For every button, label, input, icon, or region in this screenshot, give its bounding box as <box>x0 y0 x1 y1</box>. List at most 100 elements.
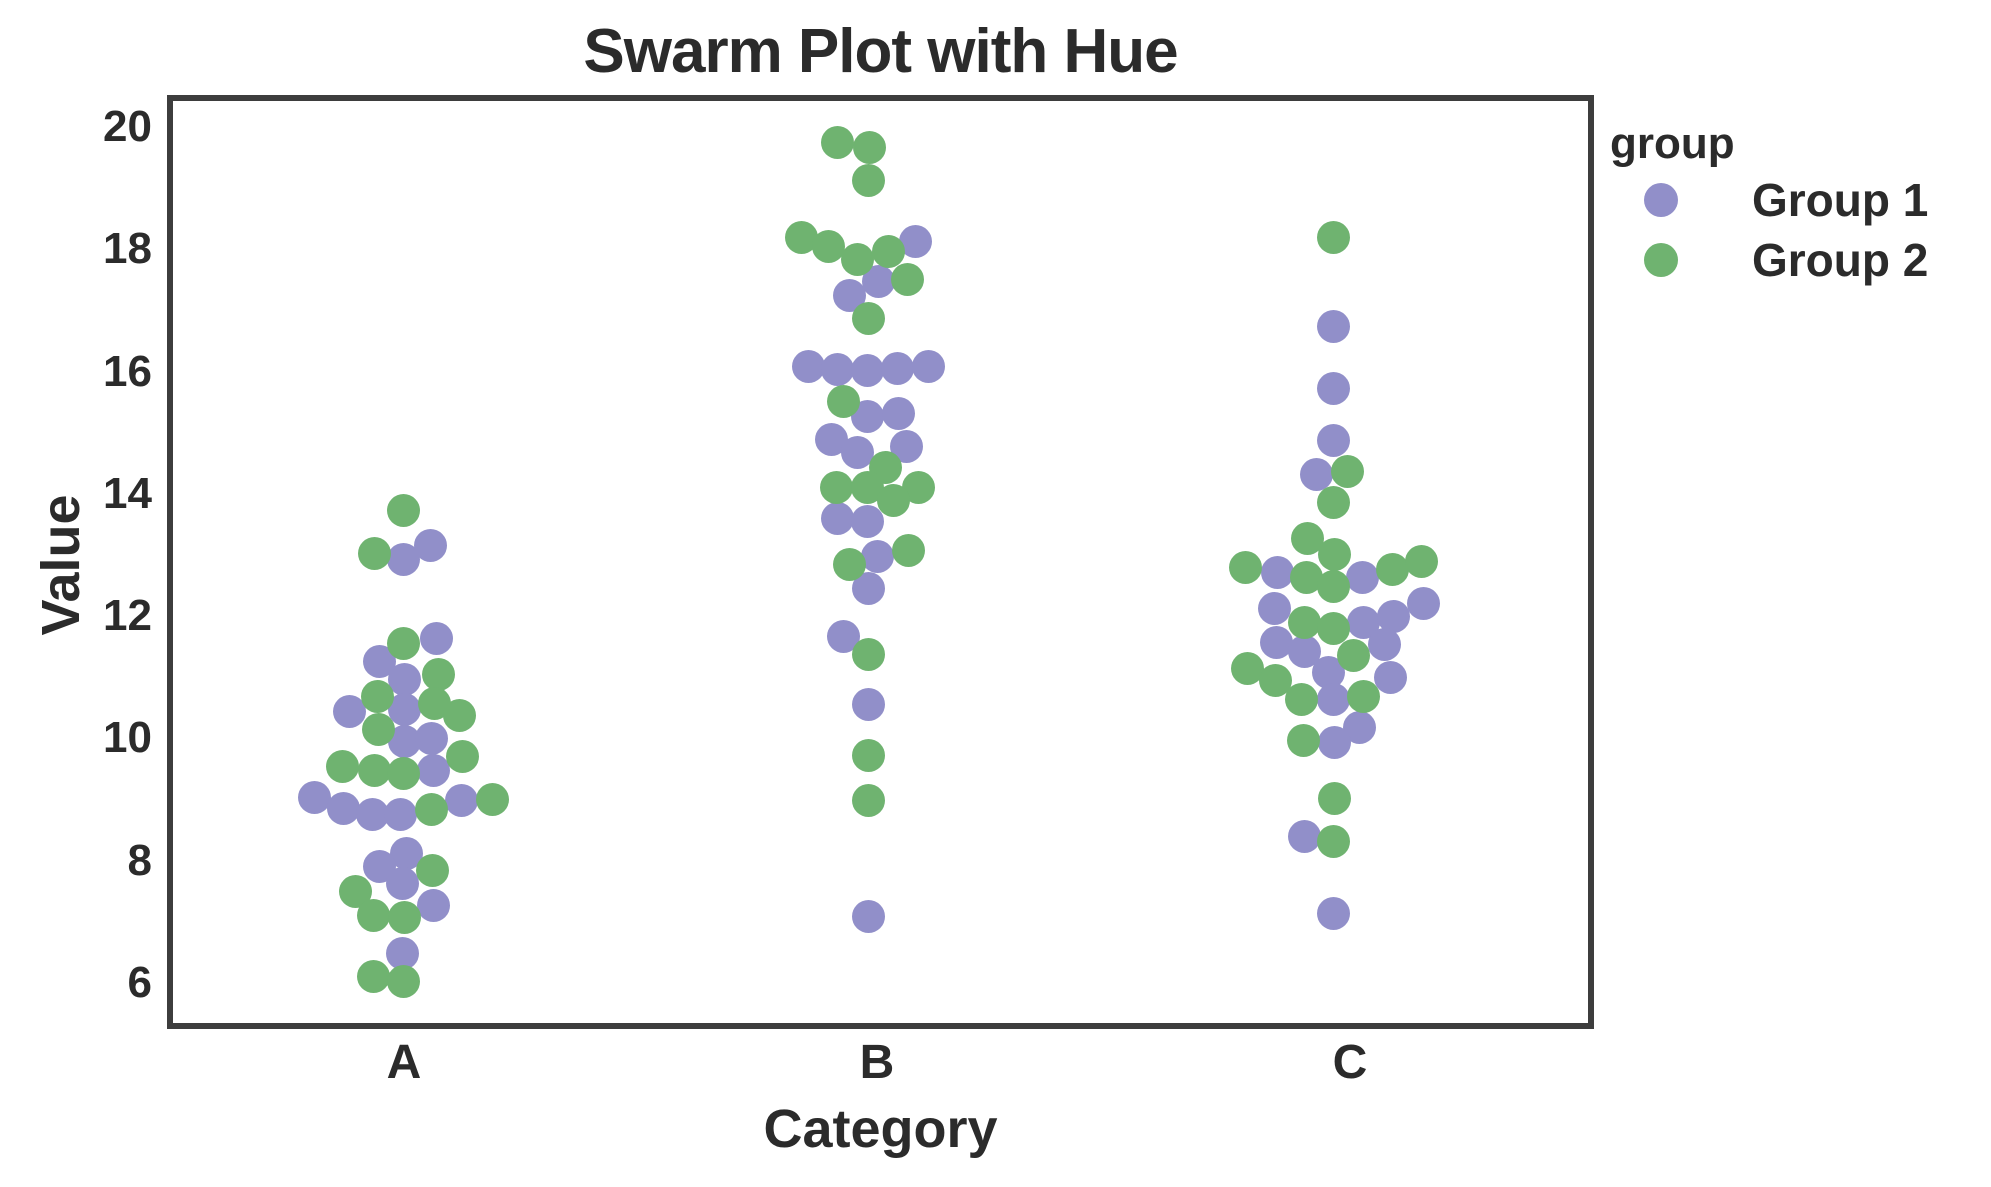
swarm-dot <box>850 353 884 387</box>
legend-title: group <box>1610 119 1735 168</box>
swarm-dot <box>1316 221 1350 255</box>
swarm-dot <box>386 756 420 790</box>
swarm-dot <box>891 533 925 567</box>
swarm-dot <box>852 131 886 165</box>
swarm-dot <box>360 680 394 714</box>
swarm-dot <box>880 352 914 385</box>
legend-swatch-icon <box>1644 183 1678 217</box>
swarm-dot <box>851 301 885 335</box>
swarm-dot <box>819 470 853 504</box>
swarm-dot <box>385 866 419 900</box>
swarm-dot <box>1330 455 1364 489</box>
swarm-dot <box>860 540 894 574</box>
swarm-dot <box>387 901 421 935</box>
swarm-dot <box>791 350 825 384</box>
swarm-dot <box>421 657 455 691</box>
y-tick-label: 18 <box>103 224 152 274</box>
swarm-dot <box>851 688 885 722</box>
swarm-dot <box>851 783 885 817</box>
swarm-dot <box>1257 591 1291 625</box>
swarm-dot <box>881 397 915 431</box>
swarm-dot <box>386 626 420 660</box>
legend-label: Group 2 <box>1752 234 1929 286</box>
swarm-dot <box>357 536 391 570</box>
swarm-dot <box>1316 485 1350 519</box>
swarm-dot <box>1228 551 1262 585</box>
swarm-dot <box>851 900 885 934</box>
swarm-dot <box>361 713 395 747</box>
swarm-dot <box>1406 586 1440 620</box>
swarm-dot <box>325 750 359 784</box>
y-tick-label: 6 <box>127 958 152 1007</box>
swarm-dot <box>851 739 885 773</box>
chart-title: Swarm Plot with Hue <box>583 17 1178 86</box>
swarm-dot <box>475 783 509 817</box>
x-tick-label: C <box>1332 1036 1368 1089</box>
swarm-dot <box>383 797 417 831</box>
swarm-dot <box>332 695 366 729</box>
swarm-dot <box>1317 781 1351 815</box>
swarm-dot <box>1376 599 1410 633</box>
x-tick-label: A <box>386 1036 422 1089</box>
swarm-dot <box>297 781 331 815</box>
swarm-dot <box>1404 544 1438 578</box>
swarm-dot <box>442 698 476 732</box>
swarm-dot <box>1317 726 1351 760</box>
swarm-dot <box>1259 625 1293 659</box>
legend-item: Group 1 <box>1610 170 1991 230</box>
swarm-dot <box>820 502 854 536</box>
swarm-dot <box>1260 556 1294 590</box>
swarm-dot <box>1373 660 1407 694</box>
swarm-dot <box>1230 652 1264 686</box>
legend-swatch-icon <box>1644 243 1678 277</box>
legend-item: Group 2 <box>1610 230 1991 290</box>
swarm-dot <box>851 164 885 198</box>
swarm-dot <box>416 889 450 923</box>
x-axis-label: Category <box>763 1099 998 1159</box>
y-tick-label: 12 <box>103 591 152 641</box>
swarm-dot <box>1284 682 1318 716</box>
swarm-dot <box>1336 638 1370 672</box>
swarm-dot <box>413 529 447 563</box>
y-tick-label: 10 <box>103 713 152 763</box>
swarm-dot <box>1316 424 1350 458</box>
swarm-dot <box>890 263 924 297</box>
swarm-dot <box>1316 611 1350 645</box>
swarm-dot <box>840 242 874 276</box>
swarm-dot <box>386 964 420 998</box>
y-tick-label: 16 <box>103 346 152 396</box>
swarm-dot <box>415 853 449 887</box>
swarm-dot <box>1316 310 1350 344</box>
swarm-dot <box>832 547 866 581</box>
swarm-dot <box>851 637 885 671</box>
swarm-dot <box>357 754 391 788</box>
swarm-dot <box>419 622 453 656</box>
swarm-dot <box>414 793 448 827</box>
swarm-dot <box>871 234 905 268</box>
y-axis-label: Value <box>31 494 91 636</box>
swarm-dot <box>1316 570 1350 604</box>
swarm-dot <box>1316 682 1350 716</box>
x-tick-label: B <box>859 1036 895 1089</box>
swarm-dot <box>444 783 478 817</box>
swarm-dot <box>876 484 910 518</box>
swarm-dot <box>1286 724 1320 758</box>
swarm-dot <box>1287 820 1321 854</box>
swarm-dot <box>820 352 854 386</box>
swarm-dot <box>1375 553 1409 587</box>
y-tick-label: 20 <box>103 101 152 151</box>
swarm-dot <box>1299 458 1333 492</box>
swarm-dot <box>1346 680 1380 714</box>
swarm-dot <box>445 740 479 774</box>
swarm-dot <box>1367 628 1401 662</box>
swarm-dot <box>1345 561 1379 595</box>
swarm-dot <box>811 229 845 263</box>
swarm-dot <box>355 797 389 831</box>
swarm-dot <box>840 436 874 470</box>
y-tick-label: 14 <box>103 468 152 518</box>
swarm-dot <box>1287 605 1321 639</box>
swarm-dot <box>385 936 419 970</box>
legend-items: Group 1 Group 2 <box>1610 170 1991 290</box>
swarm-dot <box>1317 538 1351 572</box>
